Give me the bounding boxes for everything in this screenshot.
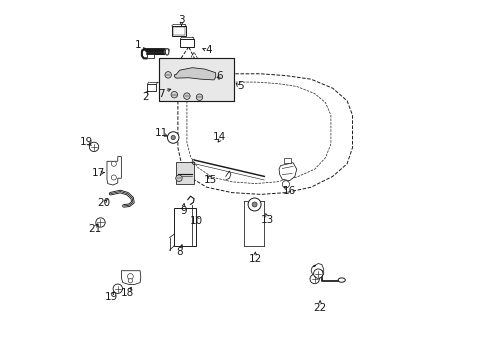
Text: 17: 17 xyxy=(92,168,105,178)
Circle shape xyxy=(309,274,319,284)
Circle shape xyxy=(175,175,182,181)
Polygon shape xyxy=(284,158,290,163)
Polygon shape xyxy=(121,271,141,284)
Circle shape xyxy=(171,135,175,140)
Ellipse shape xyxy=(337,278,345,282)
Polygon shape xyxy=(310,264,323,278)
Bar xyxy=(173,27,184,35)
Text: 4: 4 xyxy=(205,45,211,55)
Circle shape xyxy=(89,142,99,152)
Bar xyxy=(171,26,186,36)
Text: 19: 19 xyxy=(80,137,93,147)
Circle shape xyxy=(111,161,116,166)
Text: 1: 1 xyxy=(135,40,142,50)
Bar xyxy=(174,208,196,246)
Text: 21: 21 xyxy=(88,224,102,234)
Polygon shape xyxy=(174,68,215,80)
Bar xyxy=(147,84,156,91)
Circle shape xyxy=(128,279,132,283)
Bar xyxy=(180,39,194,47)
Text: 19: 19 xyxy=(104,292,118,302)
Circle shape xyxy=(282,181,289,188)
Text: 3: 3 xyxy=(178,15,184,25)
Circle shape xyxy=(111,175,116,180)
Text: 22: 22 xyxy=(313,303,326,313)
Text: 18: 18 xyxy=(121,288,134,298)
Circle shape xyxy=(113,284,122,293)
Circle shape xyxy=(96,218,105,227)
Polygon shape xyxy=(107,157,121,185)
Text: 14: 14 xyxy=(212,132,225,142)
Ellipse shape xyxy=(165,49,168,55)
Text: 12: 12 xyxy=(248,254,262,264)
Polygon shape xyxy=(279,163,296,181)
Bar xyxy=(176,162,194,184)
Circle shape xyxy=(164,72,171,78)
Circle shape xyxy=(127,274,133,279)
Text: 7: 7 xyxy=(158,89,164,99)
Text: 9: 9 xyxy=(180,206,186,216)
Text: 5: 5 xyxy=(237,81,244,91)
Text: 8: 8 xyxy=(176,247,183,257)
Circle shape xyxy=(247,198,261,211)
Text: 2: 2 xyxy=(142,92,148,102)
Bar xyxy=(159,58,234,101)
Text: 16: 16 xyxy=(282,186,296,196)
Text: 11: 11 xyxy=(155,128,168,138)
Circle shape xyxy=(171,91,177,98)
Text: 6: 6 xyxy=(216,71,222,81)
Circle shape xyxy=(196,94,203,100)
Circle shape xyxy=(251,202,257,207)
Text: 15: 15 xyxy=(203,175,217,185)
Bar xyxy=(146,54,154,58)
Circle shape xyxy=(183,93,190,99)
Text: 13: 13 xyxy=(261,215,274,225)
Text: 10: 10 xyxy=(189,216,202,226)
Text: 20: 20 xyxy=(97,198,110,208)
Circle shape xyxy=(167,132,179,143)
Circle shape xyxy=(313,269,322,278)
